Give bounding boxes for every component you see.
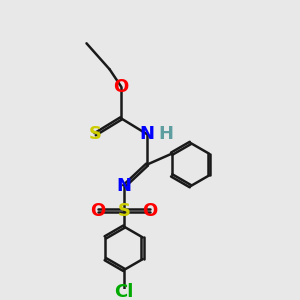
Text: O: O — [142, 202, 158, 220]
Text: O: O — [90, 202, 106, 220]
Text: N: N — [116, 177, 131, 195]
Text: N: N — [140, 125, 154, 143]
Text: H: H — [158, 125, 173, 143]
Text: S: S — [88, 125, 102, 143]
Text: O: O — [113, 78, 129, 96]
Text: Cl: Cl — [114, 283, 134, 300]
Text: S: S — [118, 202, 130, 220]
